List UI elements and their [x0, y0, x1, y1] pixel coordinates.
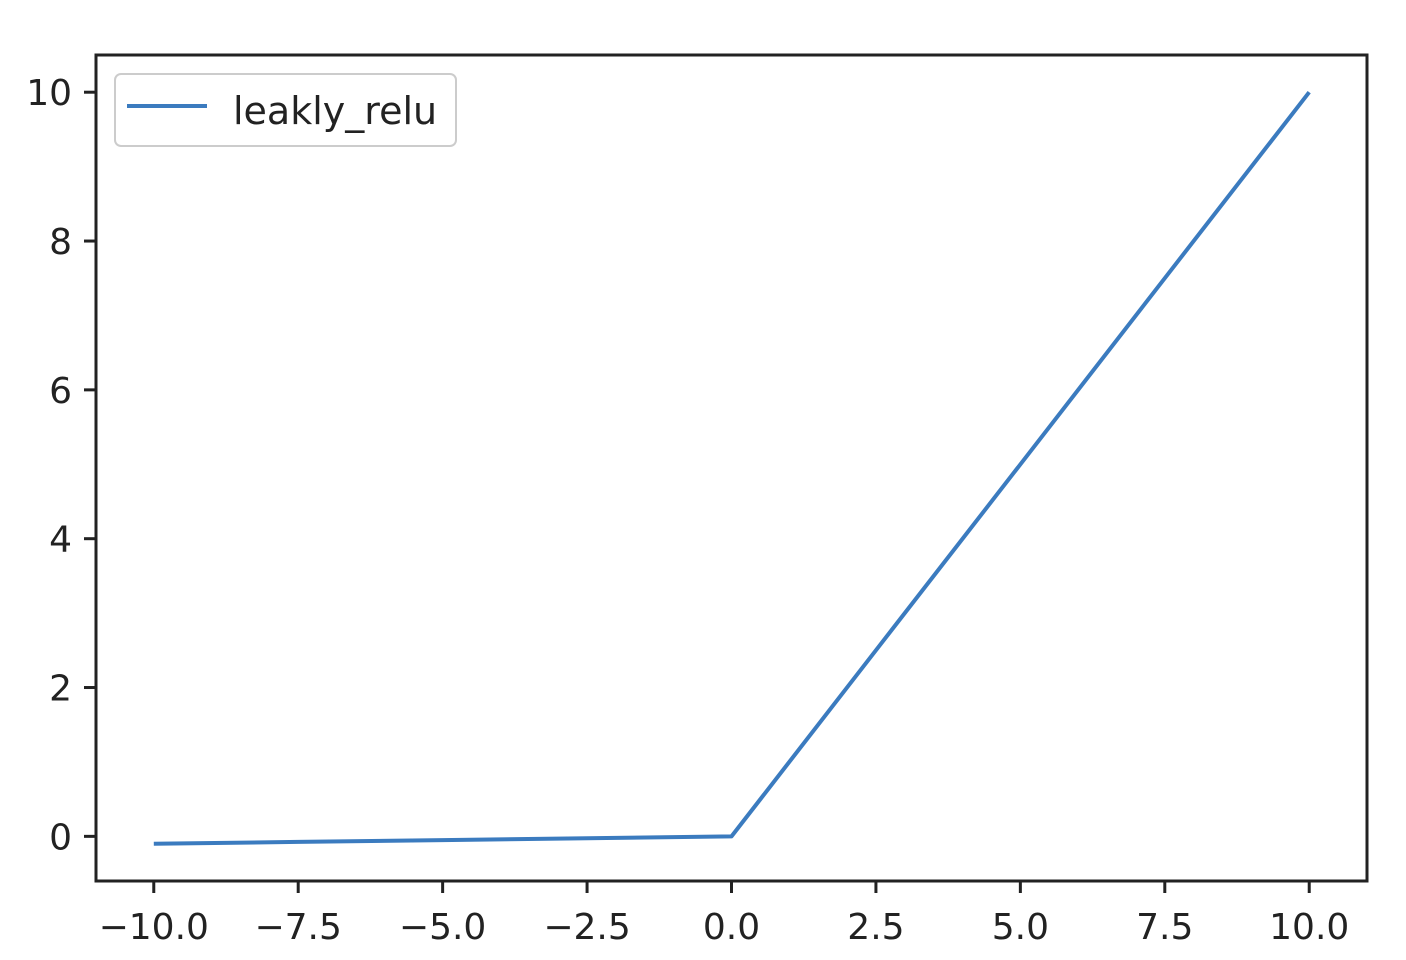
legend-label-leakly-relu: leakly_relu: [233, 89, 437, 133]
x-tick-label: 10.0: [1269, 907, 1349, 948]
x-tick-label: 7.5: [1136, 907, 1193, 948]
legend-box: [114, 73, 457, 147]
x-tick-label: 5.0: [992, 907, 1049, 948]
series-line-0: [153, 90, 1311, 846]
x-tick-label: −10.0: [99, 907, 209, 948]
y-tick-label: 4: [49, 520, 72, 561]
x-axis: −10.0 −7.5 −5.0 −2.5 0.0 2.5 5.0 7.5 10.0: [99, 881, 1349, 948]
y-tick-label: 8: [49, 222, 72, 263]
y-axis: 0 2 4 6 8 10: [26, 73, 96, 858]
x-tick-label: −2.5: [543, 907, 630, 948]
y-tick-label: 6: [49, 371, 72, 412]
x-tick-label: 2.5: [847, 907, 904, 948]
y-tick-label: 10: [26, 73, 72, 114]
x-tick-label: 0.0: [703, 907, 760, 948]
x-tick-label: −7.5: [254, 907, 341, 948]
y-tick-label: 2: [49, 669, 72, 710]
x-tick-label: −5.0: [399, 907, 486, 948]
plot-area: [94, 53, 1369, 883]
legend: leakly_relu: [114, 73, 457, 147]
series-layer: [153, 90, 1311, 846]
y-tick-label: 0: [49, 817, 72, 858]
